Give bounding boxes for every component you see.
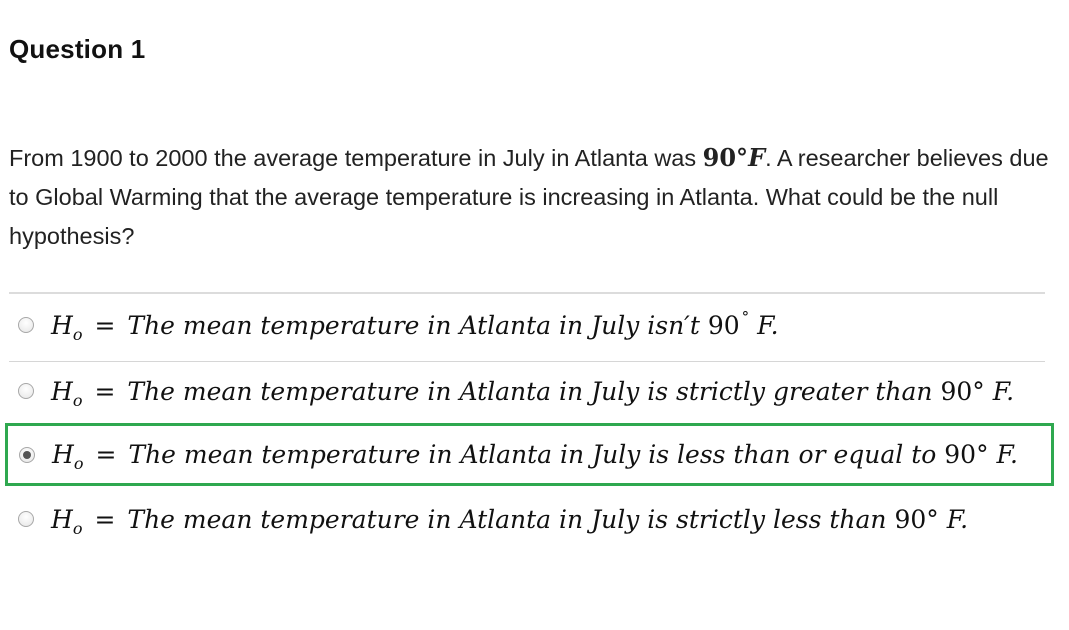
- radio-button-4[interactable]: [18, 511, 34, 527]
- option-2-value: 90°: [940, 376, 985, 406]
- option-1-formula: Ho = The mean temperature in Atlanta in Ju…: [51, 307, 779, 344]
- option-3-h: H: [52, 440, 74, 469]
- option-4-eq: =: [94, 504, 116, 534]
- option-1-statement: The mean temperature in Atlanta in July …: [127, 310, 708, 340]
- radio-selected-dot: [23, 450, 31, 459]
- option-3-unit: F.: [988, 440, 1018, 469]
- prompt-math: 90°F: [703, 143, 765, 172]
- option-1-degree: °: [741, 307, 750, 326]
- option-4-h: H: [51, 504, 73, 534]
- option-4-unit: F.: [938, 504, 969, 534]
- answer-list-top-divider: [9, 292, 1045, 294]
- prompt-math-value: 90°: [702, 143, 749, 172]
- option-3-value: 90°: [944, 440, 989, 469]
- option-4-formula: Ho = The mean temperature in Atlanta in Ju…: [51, 504, 969, 538]
- prompt-math-unit: F: [748, 143, 766, 172]
- option-1-h: H: [51, 310, 73, 340]
- option-4-value: 90°: [894, 504, 939, 534]
- answer-option-1[interactable]: Ho = The mean temperature in Atlanta in Ju…: [9, 297, 1045, 353]
- radio-button-3[interactable]: [19, 446, 35, 463]
- prompt-text-2: . A researcher believes due to Global Wa…: [9, 145, 1049, 249]
- option-2-h: H: [51, 376, 73, 406]
- option-1-sub: o: [72, 324, 83, 344]
- option-3-statement: The mean temperature in Atlanta in July …: [128, 440, 945, 469]
- option-2-statement: The mean temperature in Atlanta in July …: [127, 376, 941, 406]
- option-2-sub: o: [72, 390, 83, 410]
- option-1-unit: F.: [749, 310, 779, 340]
- option-1-eq: =: [94, 310, 116, 340]
- prompt-text-1: From 1900 to 2000 the average temperatur…: [9, 145, 703, 171]
- radio-button-2[interactable]: [18, 383, 34, 399]
- answer-divider-1: [9, 361, 1045, 362]
- radio-button-1[interactable]: [18, 317, 34, 333]
- question-prompt: From 1900 to 2000 the average temperatur…: [9, 138, 1049, 256]
- option-3-eq: =: [95, 440, 117, 469]
- option-4-statement: The mean temperature in Atlanta in July …: [127, 504, 895, 534]
- answer-option-2[interactable]: Ho = The mean temperature in Atlanta in Ju…: [9, 363, 1045, 419]
- option-2-unit: F.: [984, 376, 1015, 406]
- option-4-sub: o: [72, 518, 83, 538]
- option-2-eq: =: [94, 376, 116, 406]
- answer-option-4[interactable]: Ho = The mean temperature in Atlanta in Ju…: [9, 491, 1045, 547]
- option-3-formula: Ho = The mean temperature in Atlanta in Ju…: [52, 440, 1018, 473]
- answer-option-3[interactable]: Ho = The mean temperature in Atlanta in Ju…: [5, 423, 1054, 486]
- option-1-value: 90: [707, 310, 740, 340]
- option-3-sub: o: [73, 454, 84, 473]
- option-2-formula: Ho = The mean temperature in Atlanta in Ju…: [51, 376, 1015, 410]
- question-title: Question 1: [9, 34, 146, 64]
